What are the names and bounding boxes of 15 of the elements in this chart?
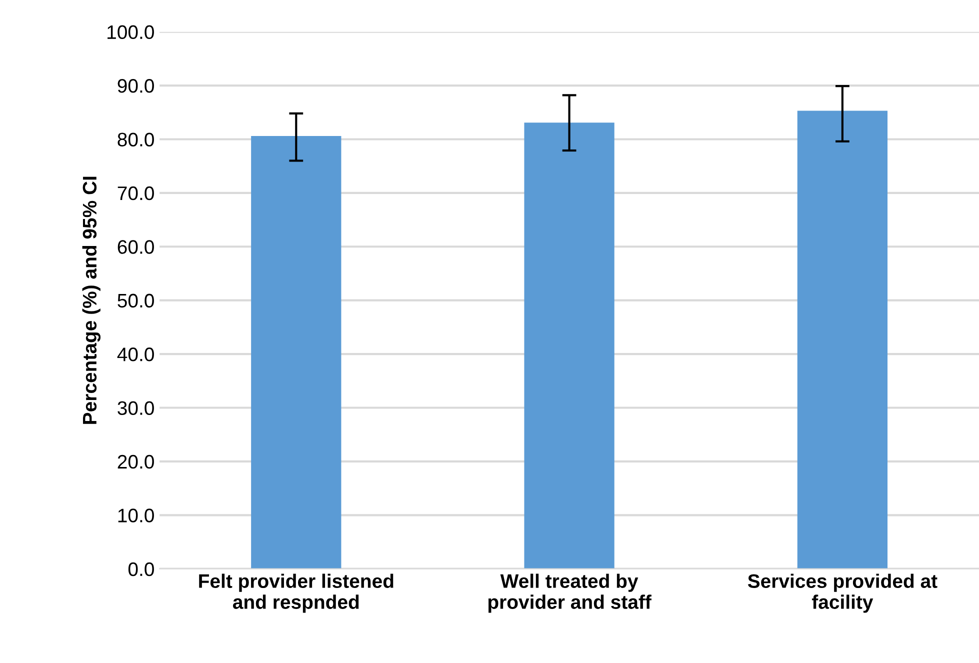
y-axis-title: Percentage (%) and 95% CI: [82, 176, 101, 424]
y-tick-label: 40.0: [117, 348, 154, 362]
y-tick-label: 70.0: [118, 186, 154, 200]
y-tick-label: 0.0: [128, 562, 154, 576]
y-tick-label: 50.0: [118, 294, 154, 308]
y-tick-label: 30.0: [118, 401, 154, 415]
x-tick-label: Services provided at facility: [748, 574, 938, 613]
y-tick-label: 10.0: [118, 508, 154, 522]
y-tick-label: 60.0: [118, 240, 154, 254]
y-tick-label: 100.0: [108, 25, 154, 40]
y-tick-label: 90.0: [118, 78, 154, 93]
y-tick-label: 20.0: [118, 454, 154, 469]
x-tick-label: Well treated by provider and staff: [488, 574, 652, 613]
x-tick-label: Felt provider listened and respnded: [199, 574, 394, 613]
y-tick-label: 80.0: [118, 132, 154, 146]
